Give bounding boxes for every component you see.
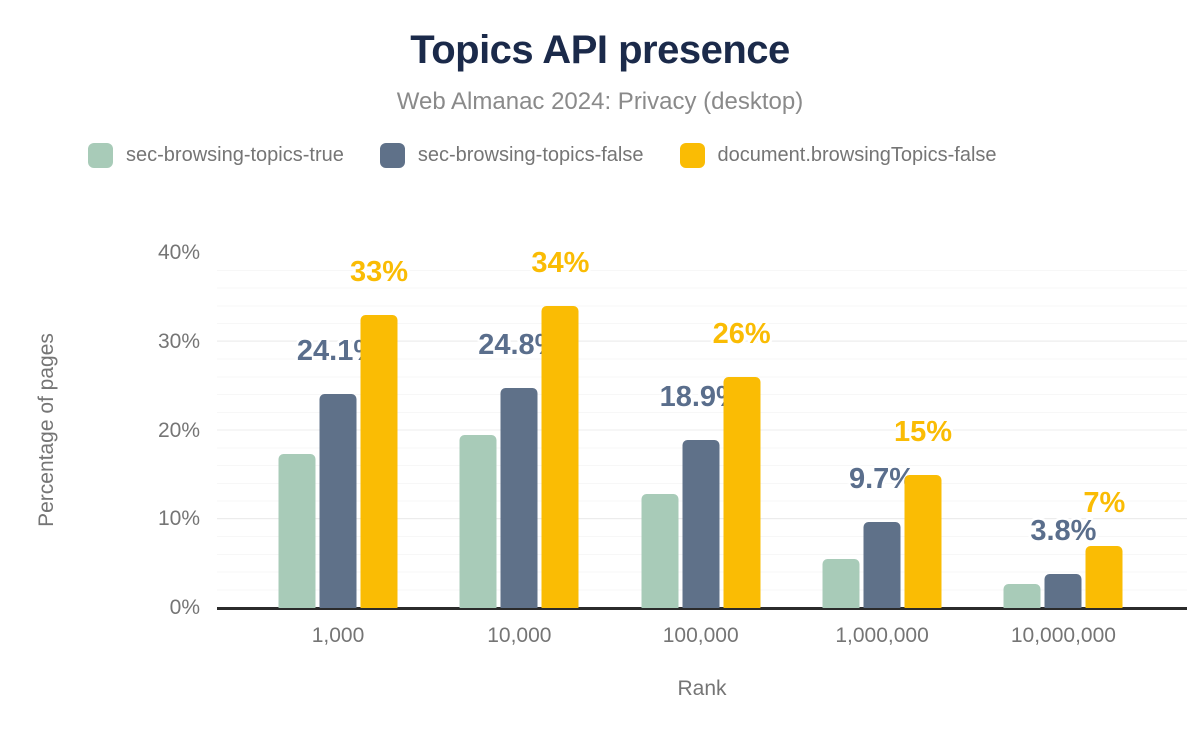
legend: sec-browsing-topics-true sec-browsing-to… [88,143,997,168]
x-tick-label: 1,000,000 [835,624,929,647]
plot-area: 0% 10% 20% 30% 40% 24.1% 33% 1,000 24.8% 34% 10,00… [158,241,1187,647]
legend-label: sec-browsing-topics-true [126,144,344,166]
value-label: 9.7% [848,462,916,495]
bar-group: 3.8% 7% 10,000,000 [1003,488,1125,647]
bar-document.browsingTopics-false[interactable]: 26% [713,320,771,608]
x-tick-label: 10,000,000 [1010,624,1116,647]
bar-document.browsingTopics-false[interactable]: 33% [350,258,408,608]
bar-document.browsingTopics-false[interactable]: 34% [531,249,589,608]
legend-item-document-browsingtopics-false: document.browsingTopics-false [679,143,997,168]
legend-swatch-yellow [679,143,705,168]
y-axis-title: Percentage of pages [35,333,58,527]
value-label: 33% [349,256,409,289]
y-tick-label: 0% [169,596,200,619]
bar-group: 24.1% 33% 1,000 [278,258,408,647]
bar-document.browsingTopics-false[interactable]: 7% [1083,488,1125,608]
bar-group: 24.8% 34% 10,000 [459,249,589,647]
value-label: 7% [1083,486,1126,519]
legend-swatch-green [88,143,113,168]
value-label: 3.8% [1030,515,1097,548]
bar-group: 18.9% 26% 100,000 [641,320,771,647]
bar-sec-browsing-topics-false[interactable]: 24.1% [297,337,379,608]
bar-sec-browsing-topics-true[interactable] [822,559,860,608]
legend-item-sec-browsing-topics-true: sec-browsing-topics-true [88,143,344,168]
value-label: 34% [531,247,590,280]
legend-swatch-blue [379,143,405,168]
bar-group: 9.7% 15% 1,000,000 [822,417,952,647]
bar-sec-browsing-topics-false[interactable]: 3.8% [1030,517,1096,608]
bar-sec-browsing-topics-true[interactable] [459,434,497,608]
legend-label: document.browsingTopics-false [717,144,997,166]
y-tick-label: 40% [157,241,200,264]
x-tick-label: 1,000 [311,624,365,647]
y-tick-label: 30% [157,329,200,353]
chart-title: Topics API presence [410,28,790,72]
bar-sec-browsing-topics-true[interactable] [278,454,316,608]
legend-label: sec-browsing-topics-false [417,144,644,166]
value-label: 15% [894,415,953,448]
x-tick-label: 10,000 [487,624,552,647]
chart-subtitle: Web Almanac 2024: Privacy (desktop) [396,88,804,115]
x-axis-title: Rank [677,677,727,700]
bar-sec-browsing-topics-true[interactable] [641,494,679,608]
value-label: 26% [712,318,771,351]
bar-sec-browsing-topics-true[interactable] [1003,584,1041,608]
y-tick-label: 20% [157,418,200,442]
bar-sec-browsing-topics-false[interactable]: 24.8% [478,330,560,608]
x-tick-label: 100,000 [662,624,739,647]
bar-document.browsingTopics-false[interactable]: 15% [894,417,952,608]
y-tick-label: 10% [157,507,200,531]
bar-sec-browsing-topics-false[interactable]: 9.7% [849,464,915,608]
bar-sec-browsing-topics-false[interactable]: 18.9% [660,383,742,608]
legend-item-sec-browsing-topics-false: sec-browsing-topics-false [379,143,644,168]
x-axis-line [217,607,1187,610]
